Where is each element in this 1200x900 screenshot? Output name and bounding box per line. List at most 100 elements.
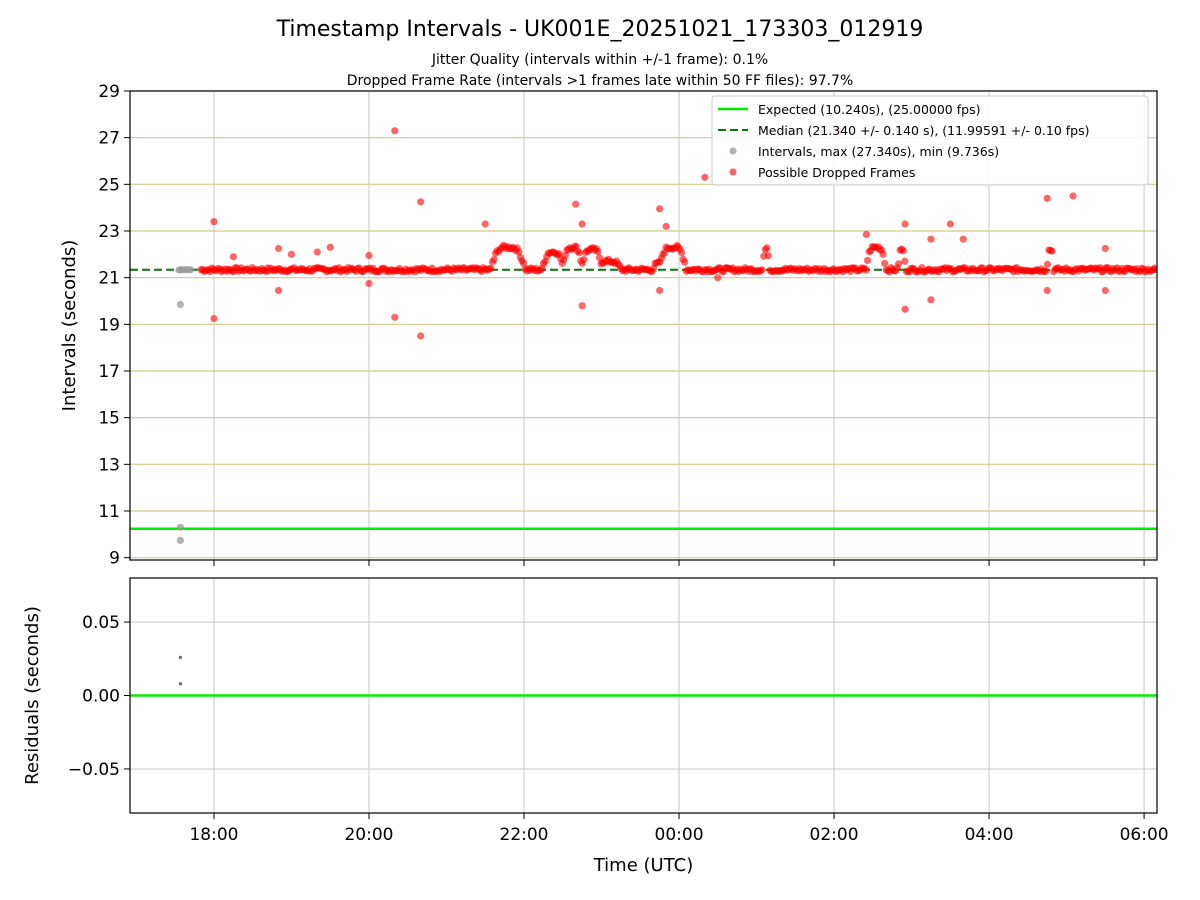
dropped-point-24: [862, 230, 870, 239]
dropped-band-point: [490, 255, 498, 264]
top-ytick-label-0: 9: [109, 549, 120, 569]
dropped-point-25: [901, 220, 909, 228]
dropped-band-point: [879, 250, 887, 258]
top-data: [130, 127, 1157, 545]
legend-intervals-swatch: [729, 147, 737, 155]
dropped-band-point: [758, 266, 766, 274]
dropped-point-2: [229, 253, 237, 261]
dropped-band-point: [895, 260, 903, 268]
top-ytick-label-9: 27: [98, 129, 120, 149]
dropped-point-11: [391, 313, 399, 321]
dropped-point-31: [1043, 194, 1051, 202]
legend-dropped-swatch: [729, 168, 737, 176]
xtick-label-5: 04:00: [965, 825, 1014, 845]
top-ylabel: Intervals (seconds): [59, 240, 80, 412]
residual-point-1: [178, 682, 182, 686]
dropped-point-26: [901, 305, 909, 313]
xtick-label-6: 06:00: [1120, 825, 1169, 845]
xtick-label-3: 00:00: [655, 825, 704, 845]
dropped-band-point: [594, 247, 602, 256]
dropped-point-6: [313, 248, 321, 256]
dropped-point-22: [714, 274, 722, 282]
dropped-point-27: [927, 235, 935, 243]
dropped-point-32: [1043, 286, 1051, 295]
dropped-point-34: [1101, 244, 1109, 253]
dropped-point-4: [274, 286, 283, 295]
legend-label-2: Intervals, max (27.340s), min (9.736s): [758, 144, 999, 159]
dropped-point-17: [578, 302, 586, 310]
dropped-point-19: [656, 286, 664, 295]
dropped-point-9: [365, 279, 373, 288]
dropped-band-point: [681, 258, 689, 266]
xtick-label-4: 02:00: [810, 825, 859, 845]
time-axis: 18:00 20:00 22:00 00:00 02:00 04:00 06:00 Time …: [189, 813, 1169, 876]
chart-subtitle-jitter: Jitter Quality (intervals within +/-1 fr…: [431, 52, 768, 68]
dropped-band-point: [487, 264, 495, 273]
dropped-band-point: [764, 252, 773, 260]
top-ytick-label-1: 11: [98, 502, 120, 522]
interval-point-6: [176, 300, 184, 309]
dropped-point-3: [274, 244, 283, 253]
dropped-point-10: [391, 127, 399, 135]
top-frame: [129, 90, 1158, 561]
bottom-ytick-label-0: 0.05: [82, 613, 120, 633]
dropped-point-29: [946, 220, 954, 228]
top-ytick-label-6: 21: [98, 269, 120, 289]
dropped-point-30: [959, 235, 967, 243]
dropped-point-14: [481, 220, 489, 228]
interval-point-5: [187, 266, 195, 274]
residuals-panel: 0.05 0.00 −0.05 Residuals (seconds): [22, 577, 1158, 814]
dropped-point-7: [326, 243, 334, 251]
dropped-point-12: [417, 198, 425, 206]
bottom-ylabel: Residuals (seconds): [22, 606, 43, 785]
dropped-band-point: [763, 244, 771, 252]
dropped-band-point: [1048, 247, 1056, 255]
chart-title: Timestamp Intervals - UK001E_20251021_17…: [276, 17, 924, 42]
legend-label-3: Possible Dropped Frames: [758, 165, 915, 180]
dropped-point-28: [927, 296, 935, 304]
dropped-point-35: [1101, 286, 1109, 295]
intervals-panel: 9 11 13 15 17 19 21 23 25 27 29 Intervals (seconds): [59, 82, 1158, 569]
legend-label-1: Median (21.340 +/- 0.140 s), (11.99591 +…: [758, 123, 1089, 138]
dropped-point-16: [578, 220, 586, 228]
xtick-label-2: 22:00: [500, 825, 549, 845]
dropped-point-8: [365, 251, 373, 260]
dropped-point-15: [572, 200, 580, 208]
bottom-ytick-label-2: −0.05: [68, 760, 120, 780]
dropped-point-1: [210, 314, 218, 323]
x-axis-label: Time (UTC): [593, 855, 694, 876]
xtick-label-1: 20:00: [344, 825, 393, 845]
dropped-point-0: [210, 218, 218, 226]
dropped-band-point: [575, 249, 583, 257]
dropped-point-33: [1069, 192, 1077, 200]
top-ytick-label-5: 19: [98, 315, 120, 335]
bottom-data: [130, 655, 1157, 697]
dropped-band-point: [901, 257, 909, 265]
dropped-band-point: [899, 247, 907, 255]
dropped-band-point: [881, 259, 889, 267]
dropped-band-point: [862, 266, 870, 274]
dropped-point-20: [662, 222, 670, 230]
top-ytick-label-8: 25: [98, 175, 120, 195]
top-ytick-label-2: 13: [98, 455, 120, 475]
dropped-band-point: [864, 256, 872, 265]
interval-point-7: [176, 523, 184, 531]
dropped-point-21: [701, 173, 709, 181]
dropped-point-5: [287, 250, 296, 258]
top-ytick-label-3: 15: [98, 409, 120, 429]
dropped-band-point: [1043, 260, 1052, 269]
dropped-band-point: [580, 255, 588, 264]
dropped-band-point: [1042, 267, 1050, 275]
dropped-point-13: [417, 332, 425, 340]
dropped-band-point: [519, 259, 528, 267]
bottom-frame: [129, 577, 1158, 814]
interval-point-8: [176, 536, 184, 545]
bottom-ytick-label-1: 0.00: [82, 687, 120, 707]
legend-label-0: Expected (10.240s), (25.00000 fps): [758, 102, 980, 117]
chart-subtitle-dropped: Dropped Frame Rate (intervals >1 frames …: [347, 73, 854, 89]
dropped-point-18: [656, 205, 664, 213]
dropped-band-point: [678, 248, 686, 257]
top-ytick-label-10: 29: [98, 82, 120, 102]
xtick-label-0: 18:00: [189, 825, 238, 845]
